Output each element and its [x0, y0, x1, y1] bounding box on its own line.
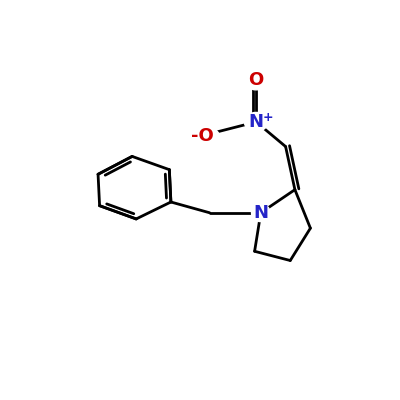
Ellipse shape [244, 112, 268, 132]
Ellipse shape [184, 126, 219, 145]
Text: +: + [263, 111, 274, 124]
Text: -O: -O [190, 127, 213, 145]
Text: N: N [253, 204, 268, 222]
Ellipse shape [244, 71, 268, 90]
Ellipse shape [252, 204, 270, 222]
Text: O: O [248, 71, 264, 89]
Text: N: N [249, 113, 264, 131]
